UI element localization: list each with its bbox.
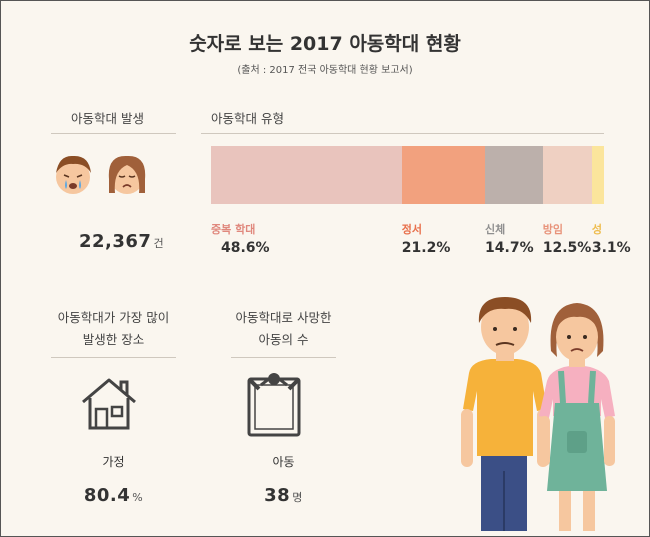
type-name: 방임 (542, 223, 563, 236)
house-icon (82, 378, 136, 430)
type-percent: 12.5% (542, 240, 592, 256)
bar-segment (591, 146, 604, 204)
type-name: 정서 (401, 223, 423, 236)
unit: 건 (153, 237, 165, 250)
crying-faces-icon (56, 155, 146, 194)
memorial-frame-icon (247, 373, 301, 437)
divider (51, 133, 176, 134)
divider (201, 133, 604, 134)
source: (출처 : 2017 전국 아동학대 현황 보고서) (237, 65, 413, 76)
occurrence-figure: 22,367 건 (79, 231, 164, 252)
value: 22,367 (79, 231, 152, 252)
section-title: 아동학대 유형 (211, 111, 284, 126)
type-label: 중복 학대 48.6% (211, 221, 270, 256)
value: 80.4 (83, 485, 131, 506)
title-line: 아동학대가 가장 많이 (57, 310, 170, 325)
title: 숫자로 보는 2017 아동학대 현황 (189, 33, 461, 55)
section-title: 아동학대가 가장 많이 발생한 장소 (41, 307, 186, 351)
type-label: 방임 12.5% (543, 221, 592, 256)
bar-segment (401, 146, 486, 204)
type-name: 성 (591, 223, 602, 236)
place-label: 가정 (102, 455, 125, 469)
place-figure: 80.4% (41, 485, 186, 506)
type-percent: 21.2% (401, 240, 451, 256)
type-name: 신체 (485, 223, 506, 236)
deaths-figure: 38 명 (211, 485, 356, 506)
section-title: 아동학대 발생 (71, 111, 144, 126)
type-label: 신체 14.7% (485, 221, 534, 256)
title-line: 발생한 장소 (82, 332, 145, 347)
unit: 명 (292, 491, 303, 504)
bar-segment (211, 146, 402, 204)
type-name: 중복 학대 (211, 223, 256, 236)
type-label: 성 3.1% (592, 221, 631, 256)
type-labels: 중복 학대 48.6% 정서 21.2% 신체 14.7% 방임 12.5% 성 3.1% (211, 221, 641, 261)
type-label: 정서 21.2% (402, 221, 451, 256)
unit: % (132, 491, 144, 504)
title-line: 아동학대로 사망한 (235, 310, 332, 325)
deaths-label: 아동 (272, 455, 295, 469)
bar-segment (542, 146, 592, 204)
type-percent: 14.7% (485, 240, 534, 256)
divider (231, 357, 336, 358)
value: 38 (264, 485, 291, 506)
bar-segment (485, 146, 543, 204)
type-percent: 3.1% (591, 240, 631, 256)
type-percent: 48.6% (221, 240, 270, 256)
divider (51, 357, 176, 358)
stacked-bar (211, 146, 604, 204)
title-line: 아동의 수 (258, 332, 309, 347)
children-illustration (461, 297, 615, 531)
section-title: 아동학대로 사망한 아동의 수 (211, 307, 356, 351)
